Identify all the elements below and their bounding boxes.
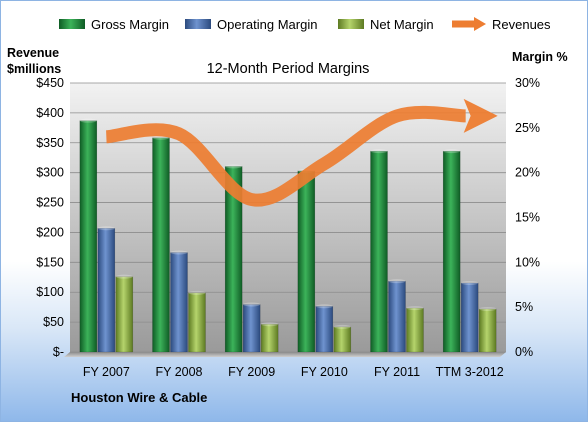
bar-net-margin	[188, 292, 206, 353]
bar-operating-margin	[388, 280, 406, 353]
bar-gross-margin	[79, 120, 98, 353]
left-tick-label: $350	[36, 136, 64, 150]
bar-top-gross-margin	[79, 118, 97, 123]
bar-top-gross-margin	[225, 164, 243, 169]
bar-net-margin	[478, 308, 497, 353]
legend-label-operating-margin: Operating Margin	[217, 17, 317, 32]
bar-net-margin	[115, 276, 134, 353]
right-tick-label: 20%	[515, 166, 540, 180]
plot-floor	[64, 352, 506, 357]
bar-top-net-margin	[115, 274, 133, 279]
revenues-arrowhead	[463, 98, 498, 133]
left-tick-label: $200	[36, 225, 64, 239]
plot-area	[70, 83, 506, 352]
revenues-line	[105, 105, 467, 207]
category-label: FY 2011	[374, 365, 420, 379]
right-tick-label: 30%	[515, 76, 540, 90]
legend-arrow-revenues	[474, 17, 486, 31]
bar-top-net-margin	[333, 324, 351, 329]
bar-net-margin	[260, 323, 279, 353]
legend-label-net-margin: Net Margin	[370, 17, 434, 32]
bar-top-operating-margin	[170, 250, 188, 255]
bar-operating-margin	[97, 228, 116, 353]
right-tick-label: 15%	[515, 211, 540, 225]
bar-top-operating-margin	[461, 280, 479, 285]
bar-top-net-margin	[261, 322, 279, 327]
legend-swatch-net-margin	[338, 19, 364, 29]
category-label: TTM 3-2012	[436, 365, 504, 379]
bar-gross-margin	[297, 170, 316, 353]
bar-net-margin	[333, 326, 352, 353]
left-axis-label: Revenue	[7, 46, 59, 60]
left-tick-label: $-	[53, 345, 64, 359]
bar-gross-margin	[370, 150, 388, 353]
bar-top-operating-margin	[388, 279, 406, 284]
bar-operating-margin	[460, 282, 479, 353]
chart-title: 12-Month Period Margins	[207, 61, 370, 77]
left-axis-label-units: $millions	[7, 62, 61, 76]
bar-top-operating-margin	[243, 302, 261, 307]
bar-gross-margin	[442, 150, 461, 353]
legend-label-gross-margin: Gross Margin	[91, 17, 169, 32]
bar-operating-margin	[242, 304, 261, 353]
category-label: FY 2008	[155, 365, 202, 379]
left-tick-label: $300	[36, 166, 64, 180]
bar-top-operating-margin	[315, 304, 333, 309]
left-tick-label: $100	[36, 285, 64, 299]
left-tick-label: $250	[36, 196, 64, 210]
bar-operating-margin	[315, 306, 334, 353]
category-label: FY 2007	[83, 365, 130, 379]
left-tick-label: $50	[43, 315, 64, 329]
right-tick-label: 5%	[515, 300, 533, 314]
left-tick-label: $450	[36, 76, 64, 90]
bar-gross-margin	[152, 137, 170, 353]
bar-top-net-margin	[188, 290, 206, 295]
legend-swatch-gross-margin	[59, 19, 85, 29]
category-label: FY 2010	[301, 365, 348, 379]
bar-net-margin	[406, 307, 424, 353]
left-tick-label: $150	[36, 255, 64, 269]
bar-operating-margin	[170, 252, 188, 353]
bar-gross-margin	[224, 166, 243, 353]
left-tick-label: $400	[36, 106, 64, 120]
bar-top-gross-margin	[370, 149, 388, 154]
bar-top-net-margin	[479, 306, 497, 311]
category-label: FY 2009	[228, 365, 275, 379]
company-name: Houston Wire & Cable	[71, 390, 207, 405]
legend-label-revenues: Revenues	[492, 17, 551, 32]
right-axis-label: Margin %	[512, 50, 568, 64]
bar-top-operating-margin	[97, 226, 115, 231]
right-tick-label: 0%	[515, 345, 533, 359]
legend-swatch-operating-margin	[185, 19, 211, 29]
bar-top-gross-margin	[443, 149, 461, 154]
right-tick-label: 25%	[515, 121, 540, 135]
bar-top-net-margin	[406, 306, 424, 311]
right-tick-label: 10%	[515, 255, 540, 269]
